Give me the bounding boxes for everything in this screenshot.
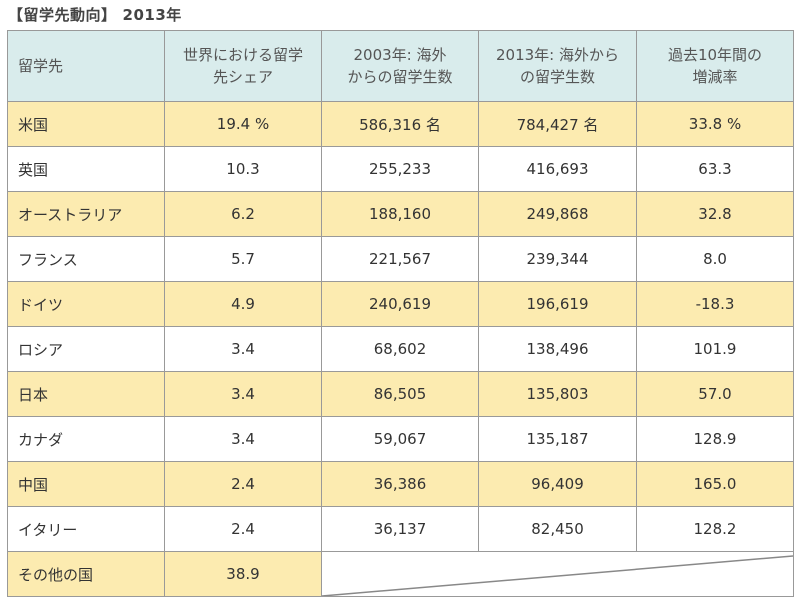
cell-2003: 36,386 xyxy=(321,461,479,507)
header-text: 過去10年間の xyxy=(667,46,763,64)
cell-rate: 63.3 xyxy=(636,146,794,192)
cell-2003: 586,316 名 xyxy=(321,101,479,147)
cell-country: その他の国 xyxy=(7,551,165,597)
cell-country: ドイツ xyxy=(7,281,165,327)
cell-2013: 784,427 名 xyxy=(478,101,637,147)
header-text: 2003年: 海外 xyxy=(353,46,447,64)
cell-country: カナダ xyxy=(7,416,165,462)
header-world-share: 世界における留学 先シェア xyxy=(164,30,322,102)
table-row: イタリー 2.4 36,137 82,450 128.2 xyxy=(7,506,794,552)
header-row: 留学先 世界における留学 先シェア 2003年: 海外 からの留学生数 2013… xyxy=(7,30,794,102)
table-row-other: その他の国 38.9 xyxy=(7,551,794,597)
table-row: フランス 5.7 221,567 239,344 8.0 xyxy=(7,236,794,282)
table-row: 英国 10.3 255,233 416,693 63.3 xyxy=(7,146,794,192)
header-destination: 留学先 xyxy=(7,30,165,102)
cell-share: 10.3 xyxy=(164,146,322,192)
cell-country: イタリー xyxy=(7,506,165,552)
cell-2013: 416,693 xyxy=(478,146,637,192)
cell-2013: 82,450 xyxy=(478,506,637,552)
cell-country: 日本 xyxy=(7,371,165,417)
cell-rate: 57.0 xyxy=(636,371,794,417)
study-abroad-table: 留学先 世界における留学 先シェア 2003年: 海外 からの留学生数 2013… xyxy=(7,30,794,597)
cell-2003: 188,160 xyxy=(321,191,479,237)
title-text: 【留学先動向】 xyxy=(8,6,117,24)
cell-country: オーストラリア xyxy=(7,191,165,237)
cell-share: 4.9 xyxy=(164,281,322,327)
header-text: 先シェア xyxy=(212,68,273,86)
table-row: カナダ 3.4 59,067 135,187 128.9 xyxy=(7,416,794,462)
cell-rate: 101.9 xyxy=(636,326,794,372)
table-body: 米国 19.4 % 586,316 名 784,427 名 33.8 % 英国 10.3 25… xyxy=(7,101,794,597)
cell-country: フランス xyxy=(7,236,165,282)
header-text: 留学先 xyxy=(18,57,64,75)
cell-share: 6.2 xyxy=(164,191,322,237)
table-row: オーストラリア 6.2 188,160 249,868 32.8 xyxy=(7,191,794,237)
cell-share: 2.4 xyxy=(164,506,322,552)
table-row: ドイツ 4.9 240,619 196,619 -18.3 xyxy=(7,281,794,327)
cell-2013: 96,409 xyxy=(478,461,637,507)
cell-2003: 68,602 xyxy=(321,326,479,372)
cell-2013: 196,619 xyxy=(478,281,637,327)
table-row: 米国 19.4 % 586,316 名 784,427 名 33.8 % xyxy=(7,101,794,147)
cell-2003: 86,505 xyxy=(321,371,479,417)
cell-rate: 8.0 xyxy=(636,236,794,282)
title-year: 2013年 xyxy=(122,6,182,24)
cell-country: 英国 xyxy=(7,146,165,192)
cell-rate: 33.8 % xyxy=(636,101,794,147)
cell-2003: 36,137 xyxy=(321,506,479,552)
cell-2003: 255,233 xyxy=(321,146,479,192)
cell-share: 3.4 xyxy=(164,416,322,462)
header-text: からの留学生数 xyxy=(347,68,453,86)
cell-rate: 128.9 xyxy=(636,416,794,462)
cell-share: 19.4 % xyxy=(164,101,322,147)
header-growth-rate: 過去10年間の 増減率 xyxy=(636,30,794,102)
cell-2003: 240,619 xyxy=(321,281,479,327)
cell-2013: 135,187 xyxy=(478,416,637,462)
header-2013-students: 2013年: 海外から の留学生数 xyxy=(478,30,637,102)
cell-share: 2.4 xyxy=(164,461,322,507)
cell-country: 米国 xyxy=(7,101,165,147)
header-text: の留学生数 xyxy=(519,68,595,86)
table-row: 日本 3.4 86,505 135,803 57.0 xyxy=(7,371,794,417)
cell-rate: 32.8 xyxy=(636,191,794,237)
cell-2013: 249,868 xyxy=(478,191,637,237)
cell-country: ロシア xyxy=(7,326,165,372)
header-text: 増減率 xyxy=(692,68,738,86)
cell-rate: 128.2 xyxy=(636,506,794,552)
header-text: 2013年: 海外から xyxy=(496,46,619,64)
cell-rate: -18.3 xyxy=(636,281,794,327)
cell-share: 38.9 xyxy=(164,551,322,597)
cell-share: 3.4 xyxy=(164,326,322,372)
table-row: 中国 2.4 36,386 96,409 165.0 xyxy=(7,461,794,507)
cell-2003: 59,067 xyxy=(321,416,479,462)
table-row: ロシア 3.4 68,602 138,496 101.9 xyxy=(7,326,794,372)
page-title: 【留学先動向】 2013年 xyxy=(8,4,182,25)
diagonal-line xyxy=(322,555,793,596)
cell-2013: 135,803 xyxy=(478,371,637,417)
empty-diagonal-cell xyxy=(321,551,794,597)
cell-share: 5.7 xyxy=(164,236,322,282)
cell-rate: 165.0 xyxy=(636,461,794,507)
header-2003-students: 2003年: 海外 からの留学生数 xyxy=(321,30,479,102)
cell-2003: 221,567 xyxy=(321,236,479,282)
cell-share: 3.4 xyxy=(164,371,322,417)
header-text: 世界における留学 xyxy=(182,46,303,64)
cell-country: 中国 xyxy=(7,461,165,507)
cell-2013: 138,496 xyxy=(478,326,637,372)
cell-2013: 239,344 xyxy=(478,236,637,282)
